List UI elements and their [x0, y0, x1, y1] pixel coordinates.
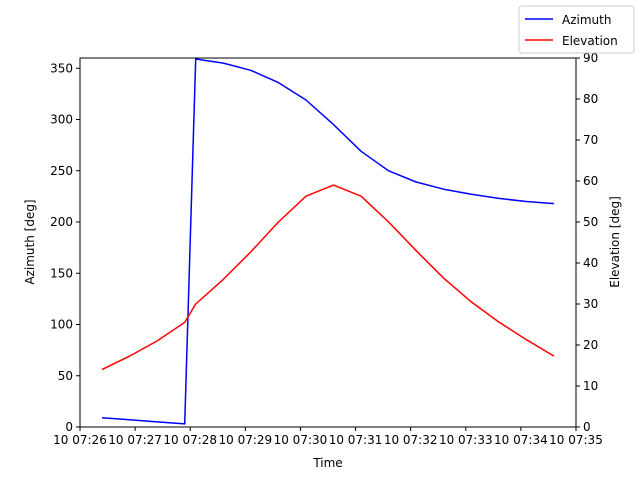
x-tick-label: 10 07:34	[494, 433, 548, 447]
x-tick-label: 10 07:30	[274, 433, 328, 447]
series-layer	[101, 58, 555, 425]
y-left-tick-label: 150	[50, 266, 73, 280]
series-line-elevation	[101, 184, 555, 371]
series-line-azimuth	[101, 58, 555, 425]
x-tick-label: 10 07:33	[439, 433, 493, 447]
y-left-tick-label: 200	[50, 215, 73, 229]
y-right-tick-label: 40	[583, 256, 598, 270]
y-right-tick-label: 20	[583, 338, 598, 352]
legend-elevation-label: Elevation	[562, 34, 618, 48]
y-left-tick-label: 300	[50, 113, 73, 127]
y-right-tick-label: 10	[583, 379, 598, 393]
y-axis-right: 0 10 20 30 40 50 60 70 80 90	[576, 51, 598, 434]
y-axis-left-label: Azimuth [deg]	[23, 199, 37, 284]
y-left-tick-label: 350	[50, 61, 73, 75]
y-axis-left: 0 50 100 150 200 250 300 350	[50, 61, 80, 434]
legend: Azimuth Elevation	[518, 5, 635, 54]
y-left-tick-label: 0	[65, 420, 73, 434]
y-right-tick-label: 80	[583, 92, 598, 106]
y-right-tick-label: 90	[583, 51, 598, 65]
x-axis: 10 07:26 10 07:27 10 07:28 10 07:29 10 07:30…	[53, 427, 603, 447]
y-left-tick-label: 250	[50, 164, 73, 178]
x-tick-label: 10 07:26	[53, 433, 107, 447]
y-right-tick-label: 0	[583, 420, 591, 434]
plot-frame	[79, 57, 577, 428]
x-tick-label: 10 07:35	[549, 433, 603, 447]
x-tick-label: 10 07:32	[384, 433, 438, 447]
y-right-tick-label: 60	[583, 174, 598, 188]
y-right-tick-label: 70	[583, 133, 598, 147]
y-right-tick-label: 50	[583, 215, 598, 229]
y-axis-right-label: Elevation [deg]	[608, 196, 622, 288]
legend-azimuth-label: Azimuth	[562, 13, 611, 27]
x-axis-label: Time	[312, 456, 342, 470]
x-tick-label: 10 07:29	[218, 433, 272, 447]
y-left-tick-label: 100	[50, 318, 73, 332]
y-left-tick-label: 50	[58, 369, 73, 383]
x-tick-label: 10 07:27	[108, 433, 162, 447]
legend-box	[518, 5, 635, 54]
x-tick-label: 10 07:28	[163, 433, 217, 447]
x-tick-label: 10 07:31	[329, 433, 383, 447]
y-right-tick-label: 30	[583, 297, 598, 311]
